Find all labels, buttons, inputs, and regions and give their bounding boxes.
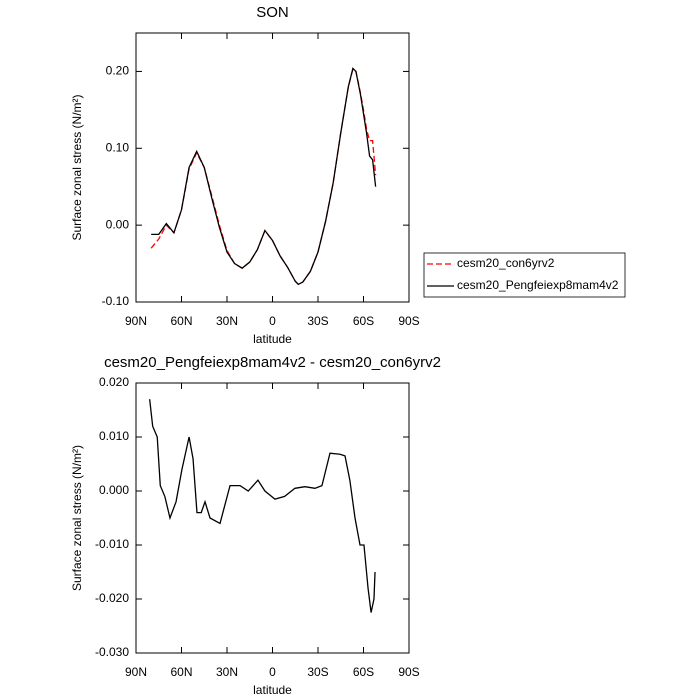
y-tick-label: -0.020 — [95, 591, 129, 605]
x-tick-label: 90S — [398, 665, 419, 679]
x-tick-label: 30N — [216, 665, 238, 679]
data-line — [151, 67, 377, 286]
x-tick-label: 90N — [125, 314, 147, 328]
data-line — [149, 399, 376, 613]
x-tick-label: 30S — [307, 314, 328, 328]
plot-frame — [135, 382, 410, 654]
x-tick-label: 0 — [269, 665, 276, 679]
x-axis-label: latitude — [253, 683, 292, 697]
legend-label: cesm20_Pengfeiexp8mam4v2 — [457, 278, 619, 292]
y-tick-label: 0.20 — [106, 64, 130, 78]
x-axis-label: latitude — [253, 332, 292, 346]
y-tick-label: 0.10 — [106, 140, 130, 154]
y-axis-label: Surface zonal stress (N/m²) — [70, 445, 84, 591]
plot-frame — [135, 32, 410, 303]
x-tick-label: 0 — [269, 314, 276, 328]
legend-box — [423, 252, 626, 298]
y-tick-label: -0.030 — [95, 645, 129, 659]
y-axis-label: Surface zonal stress (N/m²) — [70, 94, 84, 240]
y-tick-label: 0.010 — [99, 429, 129, 443]
x-tick-label: 30S — [307, 665, 328, 679]
x-tick-label: 60N — [170, 314, 192, 328]
x-tick-label: 30N — [216, 314, 238, 328]
y-tick-label: 0.00 — [106, 217, 130, 231]
y-tick-label: 0.000 — [99, 483, 129, 497]
data-line — [150, 68, 377, 286]
legend-label: cesm20_con6yrv2 — [457, 256, 555, 270]
chart-title: cesm20_Pengfeiexp8mam4v2 - cesm20_con6yr… — [104, 354, 441, 371]
y-tick-label: -0.10 — [102, 294, 130, 308]
y-tick-label: 0.020 — [99, 375, 129, 389]
chart-title: SON — [256, 4, 289, 21]
y-tick-label: -0.010 — [95, 537, 129, 551]
x-tick-label: 60S — [353, 314, 374, 328]
x-tick-label: 60N — [170, 665, 192, 679]
x-tick-label: 90S — [398, 314, 419, 328]
x-tick-label: 60S — [353, 665, 374, 679]
x-tick-label: 90N — [125, 665, 147, 679]
